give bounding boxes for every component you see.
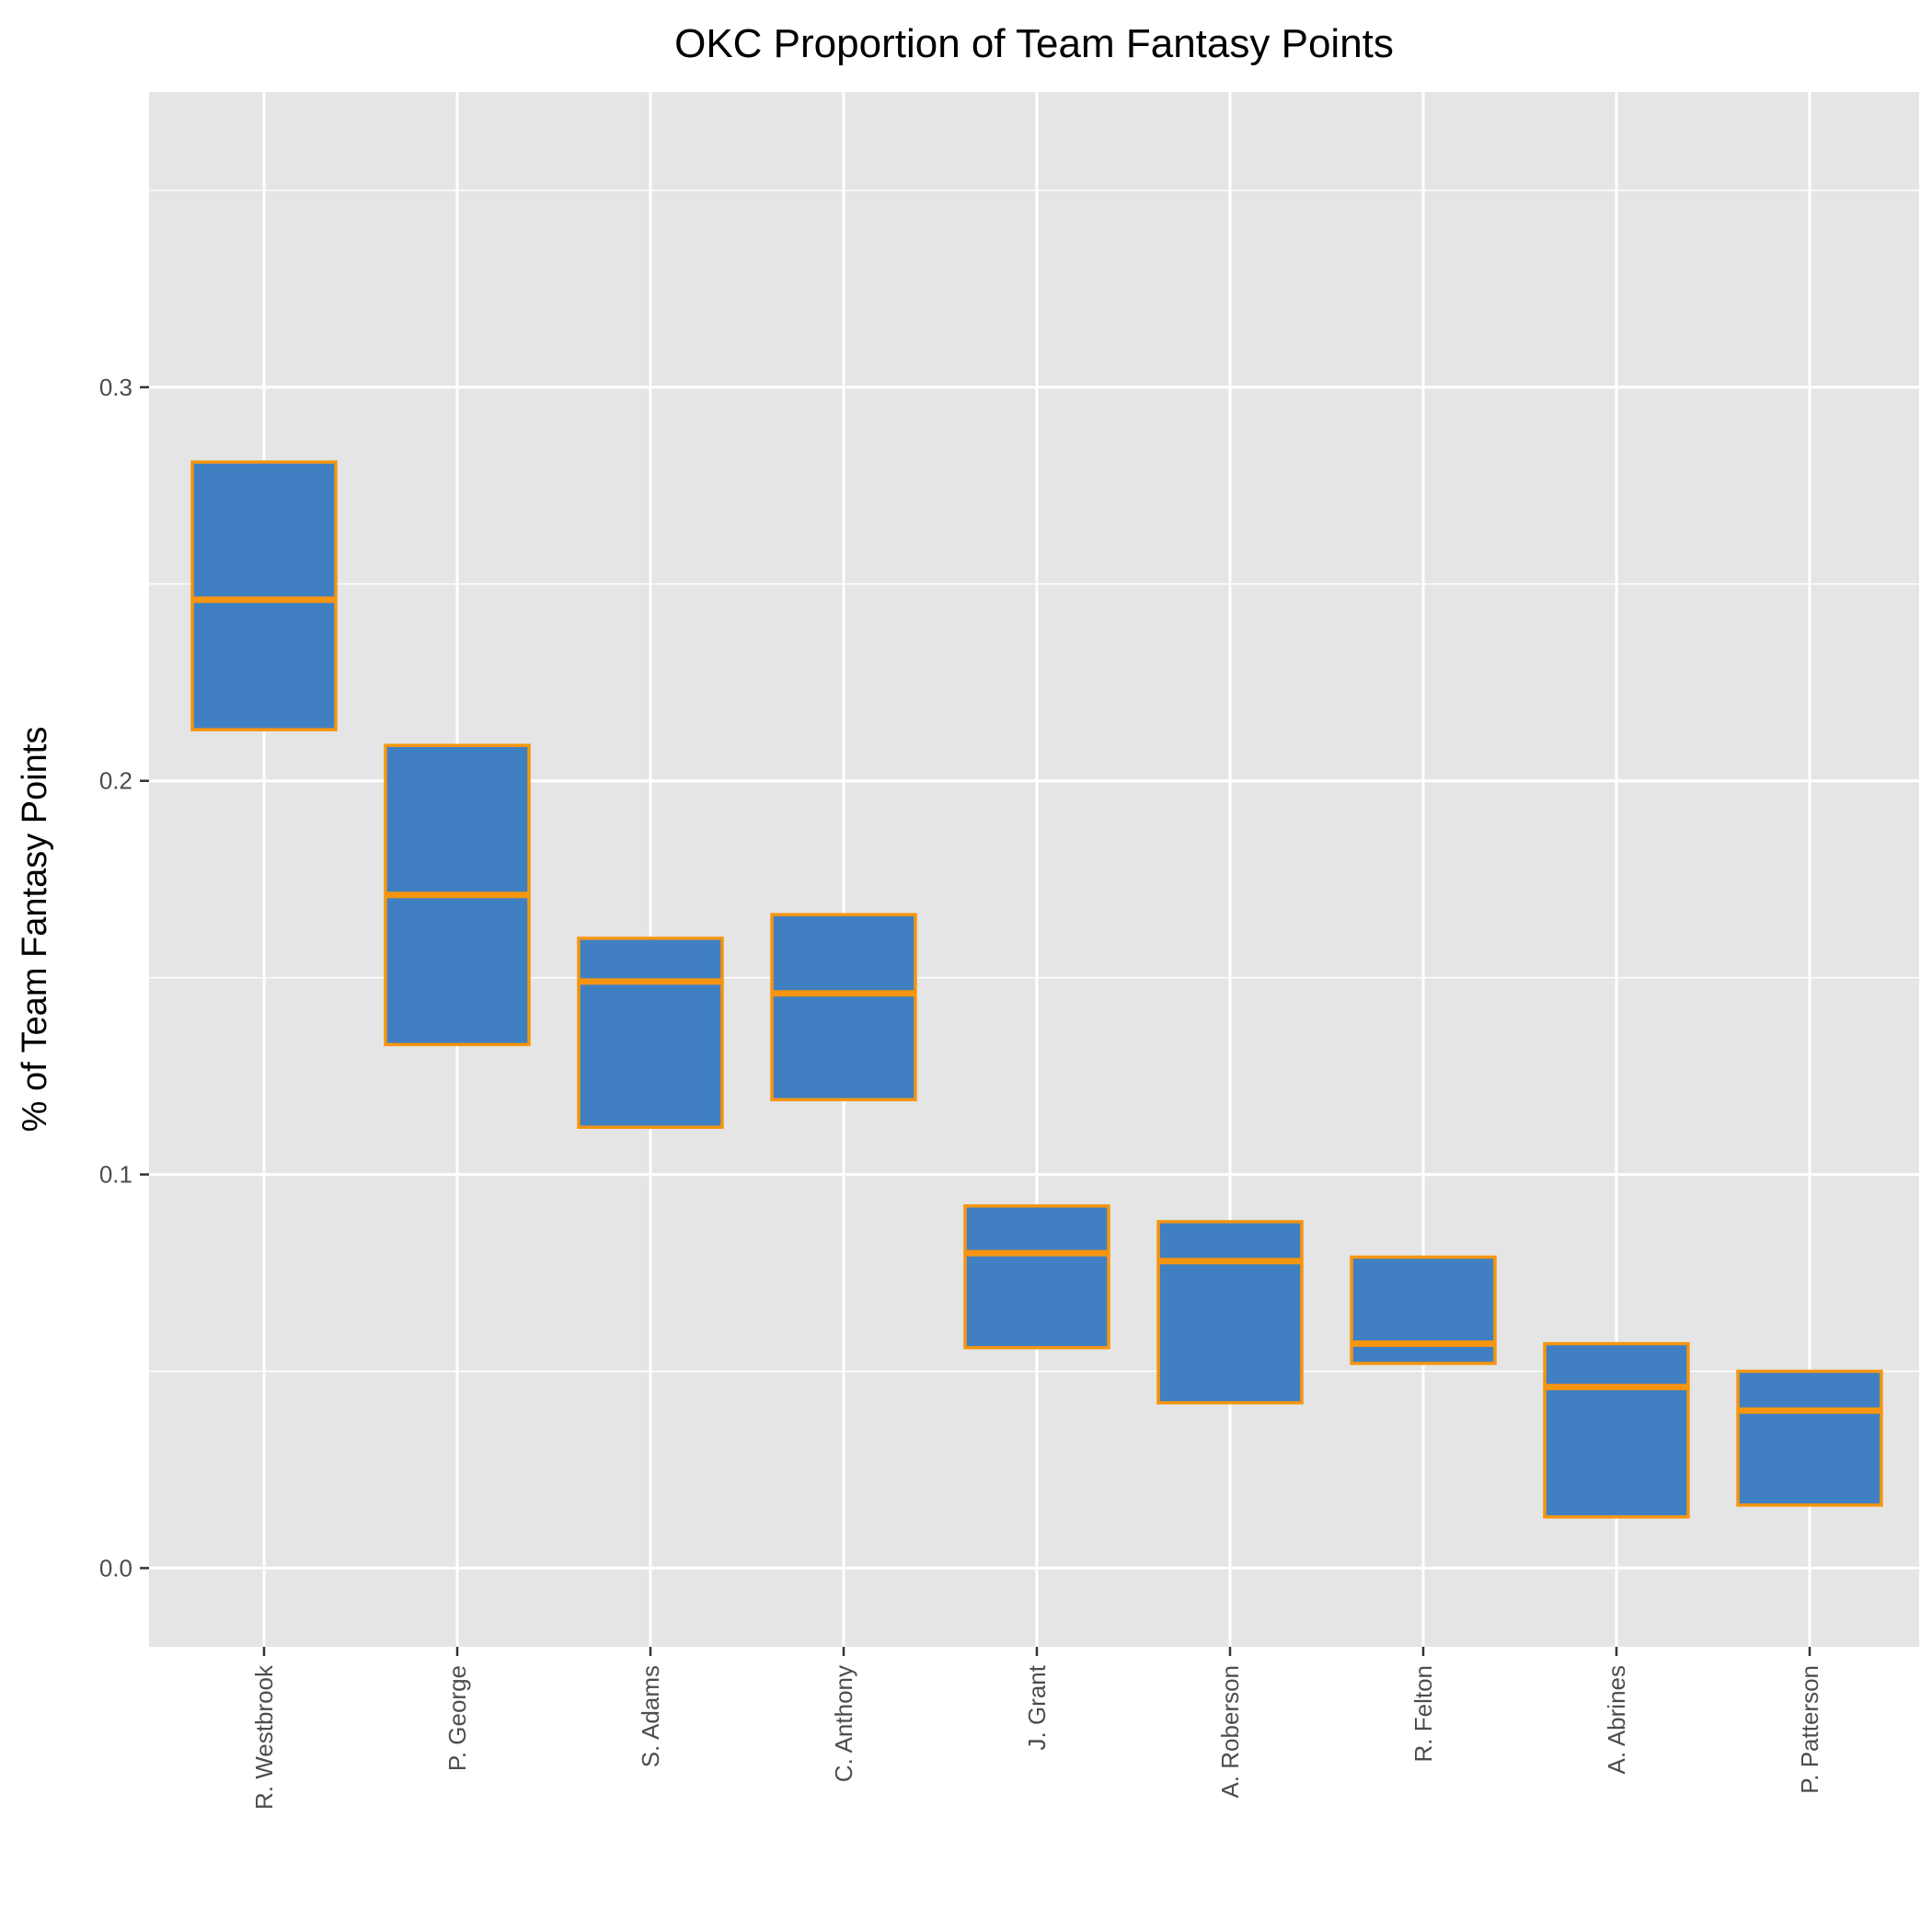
y-tick-label: 0.2: [99, 767, 132, 795]
x-category-label: J. Grant: [1023, 1664, 1051, 1750]
box-j-grant: [963, 1204, 1110, 1350]
y-tick-label: 0.1: [99, 1161, 132, 1189]
y-axis-label: % of Team Fantasy Points: [16, 727, 54, 1133]
box-r-felton: [1350, 1255, 1497, 1365]
x-category-label: P. Patterson: [1796, 1665, 1823, 1794]
chart-title: OKC Proportion of Team Fantasy Points: [674, 21, 1394, 66]
x-category-label: R. Felton: [1409, 1665, 1437, 1763]
axes: 0.0 0.1 0.2 0.3 R. Westbrook P. George S. Adam…: [99, 374, 1823, 1810]
x-category-label: P. George: [443, 1665, 471, 1771]
y-tick-label: 0.0: [99, 1554, 132, 1581]
box-s-adams: [577, 937, 724, 1129]
x-category-label: C. Anthony: [830, 1665, 857, 1782]
x-category-label: A. Abrines: [1603, 1665, 1630, 1775]
boxes: [190, 460, 1883, 1519]
box-a-roberson: [1156, 1220, 1304, 1405]
box-c-anthony: [770, 913, 917, 1102]
y-tick-label: 0.3: [99, 374, 132, 401]
box-r-westbrook: [190, 460, 338, 731]
box-p-patterson: [1736, 1369, 1883, 1507]
x-category-label: S. Adams: [637, 1665, 664, 1767]
box-a-abrines: [1543, 1341, 1690, 1519]
x-category-label: A. Roberson: [1216, 1665, 1244, 1799]
x-category-label: R. Westbrook: [250, 1664, 278, 1810]
